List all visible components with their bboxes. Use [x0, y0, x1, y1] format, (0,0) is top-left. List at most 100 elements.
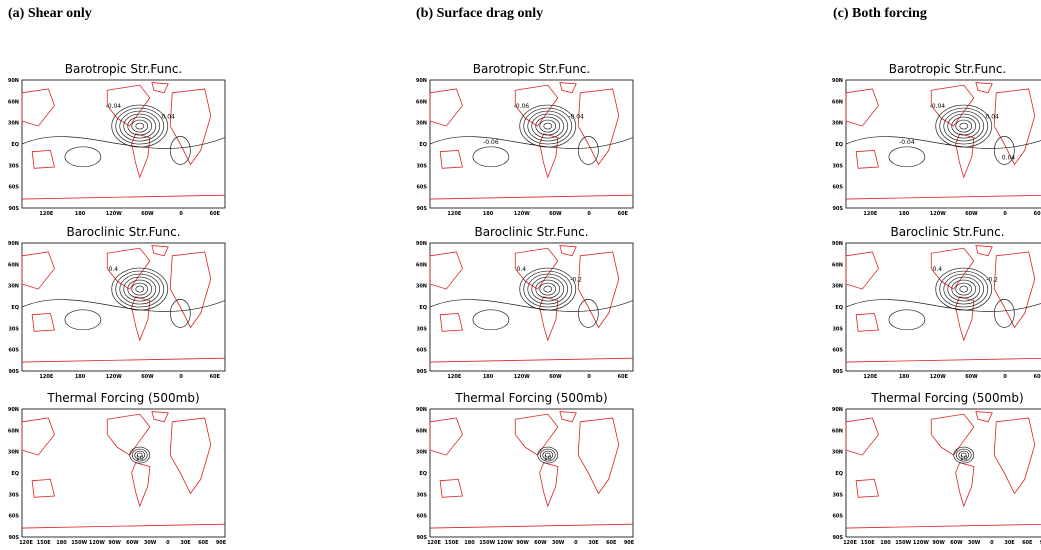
- lon-label: 90W: [108, 540, 121, 546]
- lon-label: 180: [899, 211, 910, 217]
- lat-label: 90N: [8, 78, 19, 84]
- lon-label: 60W: [141, 374, 154, 380]
- lon-label: 150W: [71, 540, 87, 546]
- lon-label: 60W: [549, 211, 562, 217]
- lat-label: 30N: [416, 121, 427, 127]
- lat-label: 30N: [832, 450, 843, 456]
- lat-label: 90S: [832, 206, 843, 212]
- lon-label: 120E: [863, 374, 877, 380]
- lat-label: 90S: [8, 206, 19, 212]
- lat-label: 60N: [416, 99, 427, 105]
- page: (a) Shear only Barotropic Str.Func. -0.04 0…: [0, 0, 1041, 550]
- lon-label: 0: [166, 540, 170, 546]
- lon-label: 120W: [497, 540, 513, 546]
- map-title: Baroclinic Str.Func.: [890, 225, 1004, 239]
- map-title: Barotropic Str.Func.: [889, 62, 1007, 76]
- lon-label: 60E: [618, 374, 629, 380]
- lat-label: 90N: [8, 407, 19, 413]
- lon-label: 0: [587, 374, 591, 380]
- lon-label: 120E: [427, 540, 441, 546]
- contour-label: 0.4: [933, 266, 943, 273]
- map-panel: Barotropic Str.Func.-0.06-0.04-0.0690N60…: [416, 62, 633, 217]
- lat-label: 90S: [416, 369, 427, 375]
- map-title: Thermal Forcing (500mb): [870, 391, 1023, 405]
- lon-label: 30E: [180, 540, 191, 546]
- contour-label: 10: [960, 455, 968, 462]
- lon-label: 120E: [843, 540, 857, 546]
- map-panel: Thermal Forcing (500mb)1090N60N30NEQ30S6…: [832, 391, 1041, 546]
- map-panel: Baroclinic Str.Func.0.490N60N30NEQ30S60S…: [8, 225, 225, 380]
- lon-label: 90E: [216, 540, 227, 546]
- map-title: Baroclinic Str.Func.: [474, 225, 588, 239]
- lat-label: 60S: [8, 348, 19, 354]
- lat-label: 30N: [832, 121, 843, 127]
- lon-label: 120W: [514, 211, 530, 217]
- lat-label: 30S: [832, 492, 843, 498]
- map-title: Barotropic Str.Func.: [473, 62, 591, 76]
- lat-label: 60S: [416, 514, 427, 520]
- lon-label: 60W: [950, 540, 963, 546]
- contour-label: 10: [544, 455, 552, 462]
- contour-label: 0.04: [161, 113, 175, 120]
- lon-label: 0: [1003, 211, 1007, 217]
- lat-label: EQ: [419, 305, 427, 311]
- contour-label: 0.4: [517, 266, 527, 273]
- lat-label: 60N: [832, 428, 843, 434]
- lon-label: 30W: [144, 540, 157, 546]
- lon-label: 180: [899, 374, 910, 380]
- map-panel: Baroclinic Str.Func.0.4-0.290N60N30NEQ30…: [832, 225, 1041, 380]
- contour-label: -0.06: [483, 139, 499, 146]
- lat-label: 60S: [832, 185, 843, 191]
- lon-label: 60W: [965, 211, 978, 217]
- lat-label: EQ: [419, 142, 427, 148]
- lat-label: 90N: [416, 241, 427, 247]
- lon-label: 60W: [126, 540, 139, 546]
- lat-label: 60S: [8, 185, 19, 191]
- lat-label: 90S: [8, 535, 19, 541]
- lon-label: 0: [587, 211, 591, 217]
- lat-label: 30S: [8, 163, 19, 169]
- contour-label: -0.04: [106, 103, 122, 110]
- lon-label: 120W: [913, 540, 929, 546]
- lat-label: 60N: [832, 262, 843, 268]
- map-panel: Thermal Forcing (500mb)1090N60N30NEQ30S6…: [416, 391, 635, 546]
- contour-label: -0.04: [568, 113, 584, 120]
- lon-label: 0: [574, 540, 578, 546]
- lat-label: 60N: [416, 262, 427, 268]
- contour-label: 0.04: [1002, 154, 1016, 161]
- lon-label: 180: [483, 211, 494, 217]
- contour-label: 10: [136, 455, 144, 462]
- contour-label: -0.2: [986, 276, 998, 283]
- lon-label: 120E: [19, 540, 33, 546]
- lon-label: 0: [179, 374, 183, 380]
- lon-label: 150W: [895, 540, 911, 546]
- lon-label: 180: [880, 540, 891, 546]
- lat-label: 60S: [416, 185, 427, 191]
- lat-label: EQ: [11, 142, 19, 148]
- lon-label: 60E: [198, 540, 209, 546]
- lon-label: 30E: [1004, 540, 1015, 546]
- lon-label: 180: [75, 211, 86, 217]
- lon-label: 120W: [930, 211, 946, 217]
- lat-label: 30N: [416, 450, 427, 456]
- lon-label: 150E: [37, 540, 51, 546]
- panel-label: (a) Shear only: [8, 6, 92, 21]
- lat-label: EQ: [419, 471, 427, 477]
- lon-label: 150W: [479, 540, 495, 546]
- map-panel: Barotropic Str.Func.-0.040.04-0.040.0490…: [832, 62, 1041, 217]
- lon-label: 120W: [89, 540, 105, 546]
- figure: (a) Shear only Barotropic Str.Func. -0.04 0…: [0, 0, 1041, 550]
- lat-label: 30N: [8, 121, 19, 127]
- lat-label: 60N: [8, 99, 19, 105]
- lon-label: 120W: [106, 374, 122, 380]
- lon-label: 180: [75, 374, 86, 380]
- lat-label: 30S: [832, 326, 843, 332]
- lat-label: 30N: [8, 450, 19, 456]
- lat-label: 90N: [832, 407, 843, 413]
- contour-label: -0.06: [514, 103, 530, 110]
- lon-label: 60E: [1034, 211, 1041, 217]
- lon-label: 60E: [1022, 540, 1033, 546]
- lat-label: 60S: [832, 514, 843, 520]
- lon-label: 90W: [932, 540, 945, 546]
- lon-label: 90E: [624, 540, 635, 546]
